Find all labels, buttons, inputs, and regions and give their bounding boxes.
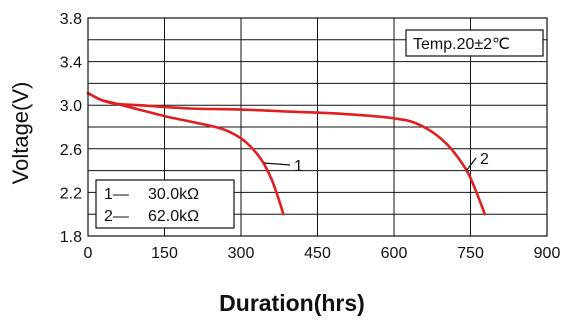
temperature-label: Temp.20±2℃ <box>413 36 510 53</box>
x-tick-label: 450 <box>304 245 331 262</box>
y-tick-label: 3.4 <box>60 55 82 72</box>
y-tick-label: 3.0 <box>60 98 82 115</box>
x-tick-label: 150 <box>151 245 178 262</box>
x-tick-label: 750 <box>457 245 484 262</box>
legend-item-1-label: 1— <box>104 186 129 203</box>
series-2-leader <box>465 157 477 171</box>
y-axis-title: Voltage(V) <box>8 82 33 185</box>
resistance-legend: 1— 30.0kΩ 2— 62.0kΩ <box>95 179 235 229</box>
x-axis-title: Duration(hrs) <box>219 290 365 316</box>
y-tick-labels: 1.8 2.2 2.6 3.0 3.4 3.8 <box>60 11 82 246</box>
series-layer <box>86 91 487 216</box>
series-2-label: 2 <box>480 151 489 168</box>
legend-item-2-value: 62.0kΩ <box>148 208 199 225</box>
legend-item-2-label: 2— <box>104 208 129 225</box>
y-tick-label: 3.8 <box>60 11 82 28</box>
y-tick-label: 2.2 <box>60 185 82 202</box>
y-tick-label: 1.8 <box>60 229 82 246</box>
series-1-leader <box>263 162 291 166</box>
x-tick-labels: 0 150 300 450 600 750 900 <box>84 245 561 262</box>
legend-item-1-value: 30.0kΩ <box>148 186 199 203</box>
plot-frame <box>87 17 548 237</box>
x-tick-label: 300 <box>228 245 255 262</box>
y-tick-label: 2.6 <box>60 142 82 159</box>
temperature-box: Temp.20±2℃ <box>405 29 544 57</box>
x-tick-label: 0 <box>84 245 93 262</box>
series-line-2 <box>86 91 487 216</box>
series-1-label: 1 <box>294 158 303 175</box>
x-tick-label: 600 <box>381 245 408 262</box>
x-tick-label: 900 <box>534 245 561 262</box>
